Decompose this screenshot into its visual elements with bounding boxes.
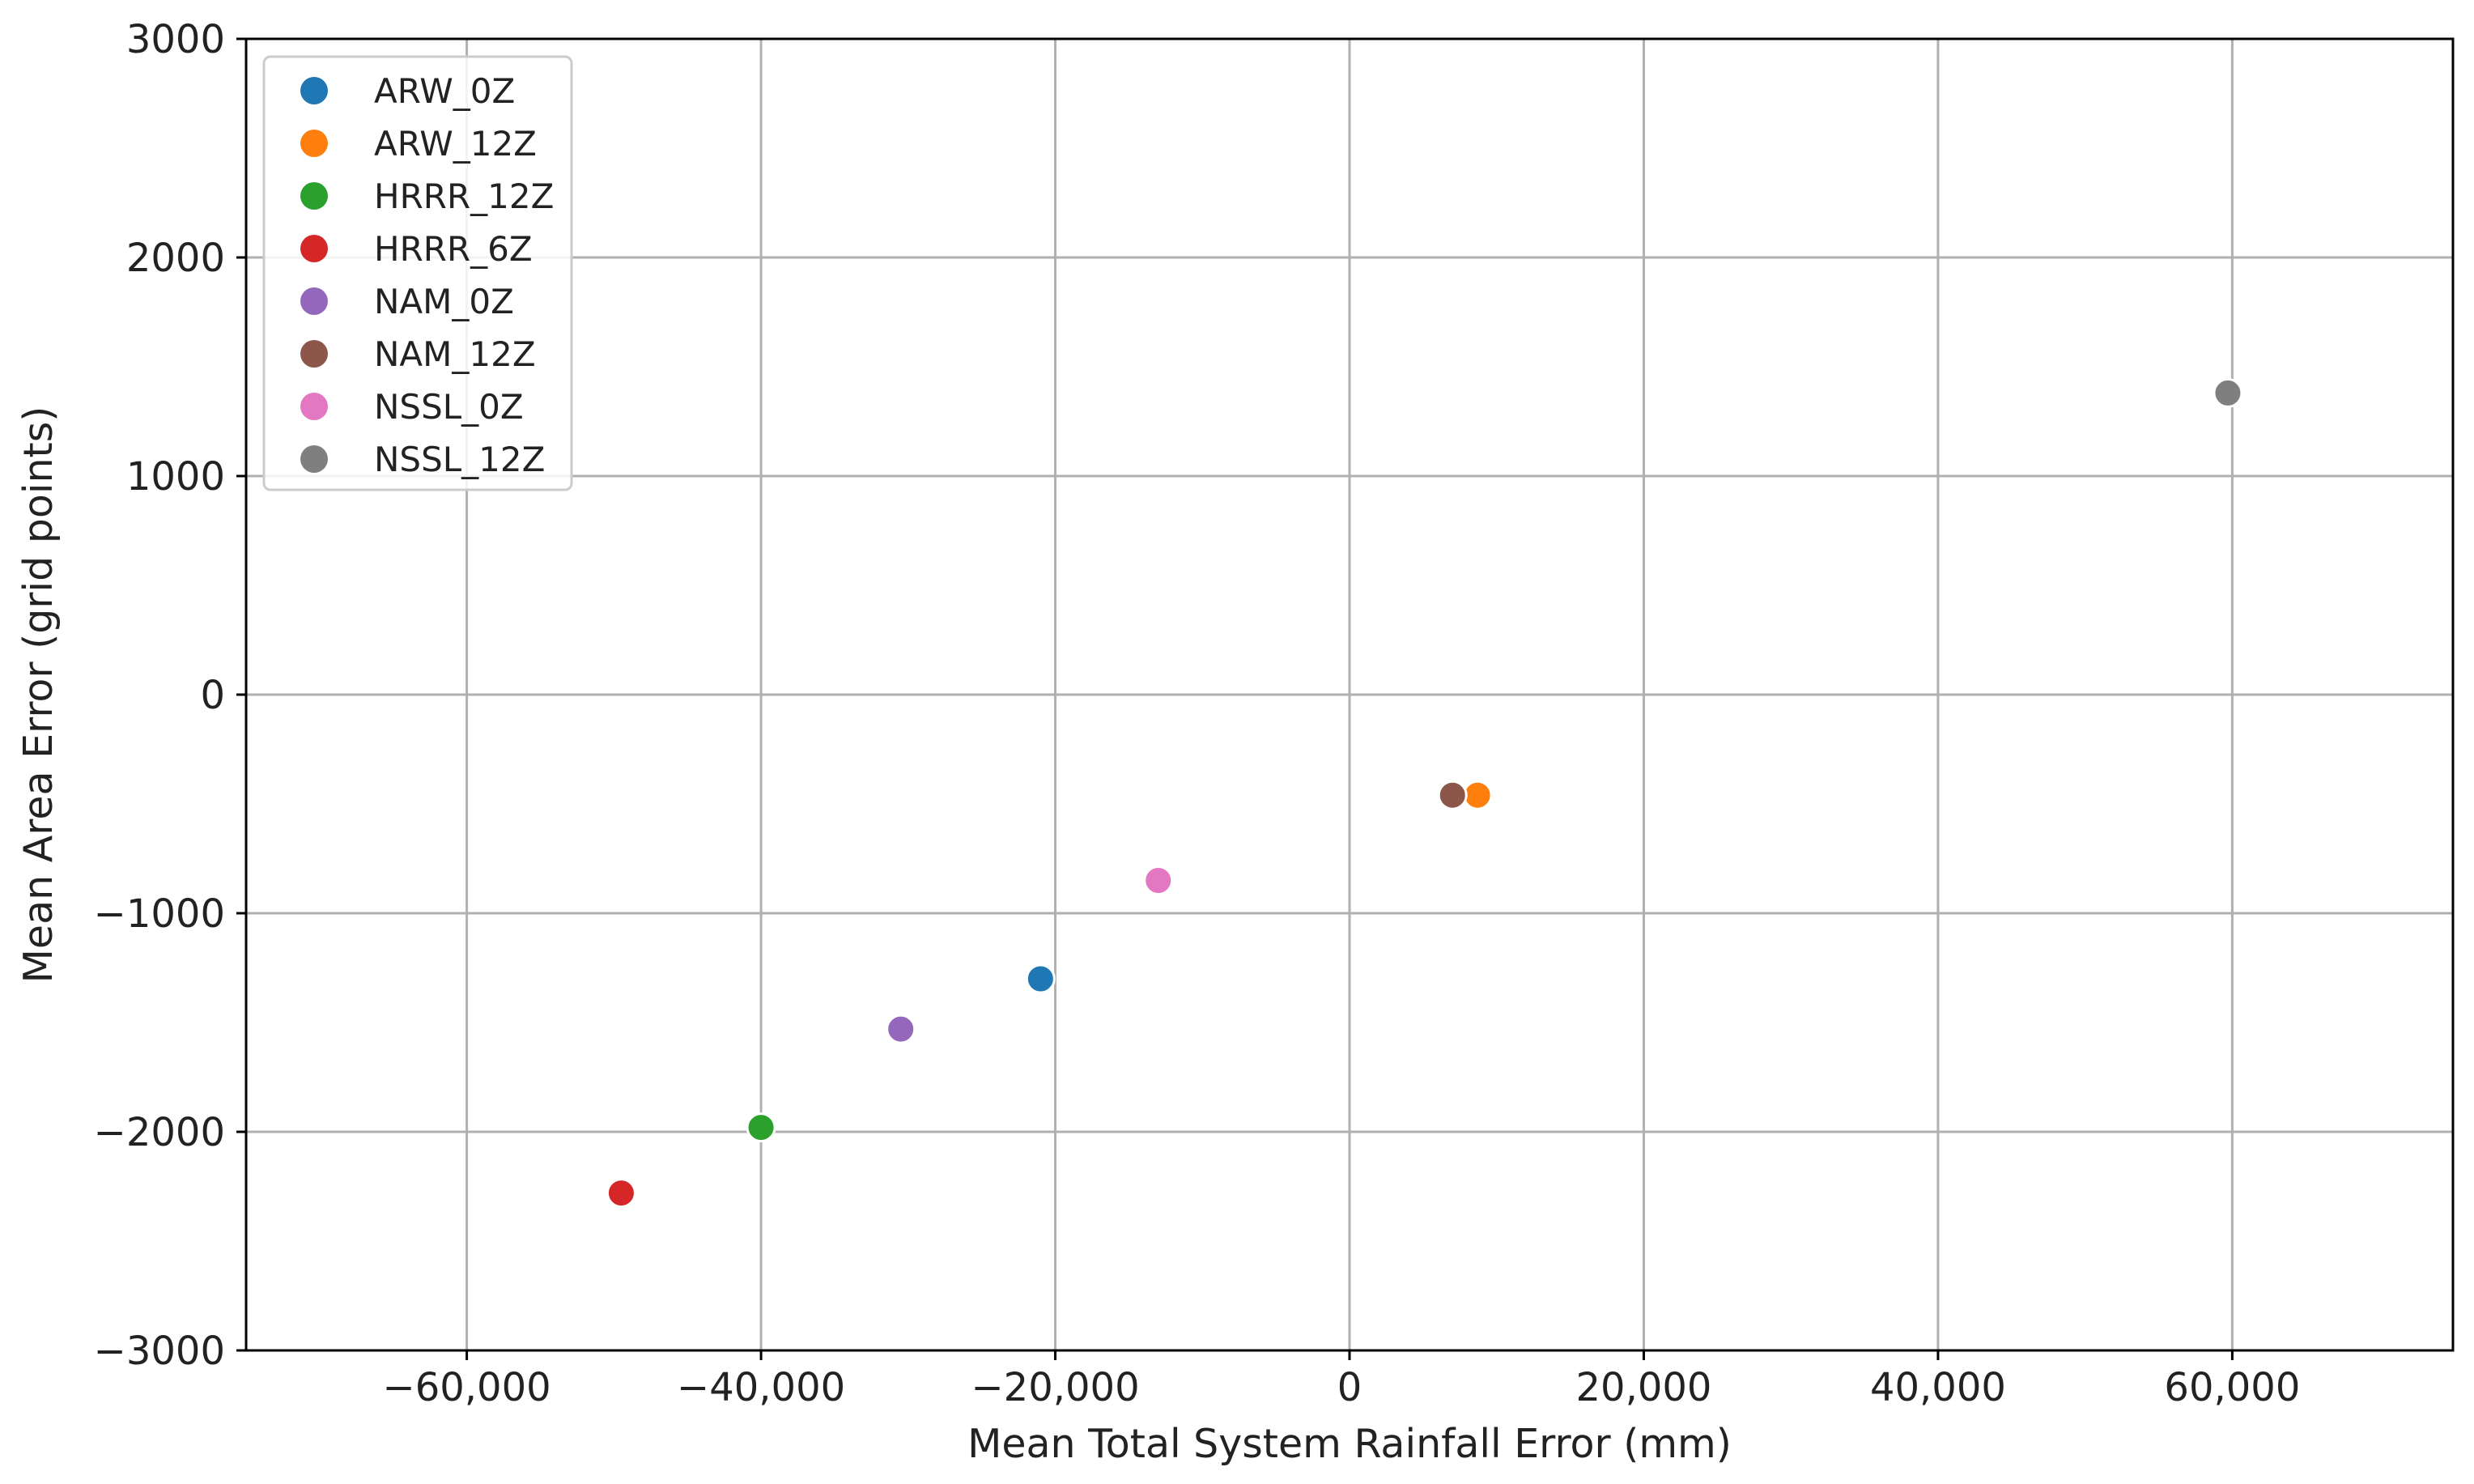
x-tick-label: 0 [1337,1365,1362,1410]
legend-label: ARW_12Z [374,124,537,164]
y-tick-label: −1000 [94,891,225,937]
x-tick-label: −40,000 [677,1365,845,1410]
legend-label: HRRR_6Z [374,229,533,269]
legend-label: NSSL_0Z [374,387,524,427]
data-point-nam-12z [1437,780,1468,810]
x-tick-label: 20,000 [1575,1365,1711,1410]
legend-label: ARW_0Z [374,71,515,111]
data-point-nam-0z [886,1014,916,1044]
legend-label: NAM_0Z [374,282,514,321]
data-point-hrrr-12z [746,1112,776,1143]
legend: ARW_0Z ARW_12Z HRRR_12Z HRRR_6Z NAM_0Z NAM_12… [262,55,573,491]
data-point-hrrr-6z [606,1178,636,1209]
legend-marker [300,235,328,262]
legend-marker [300,287,328,315]
legend-label: NSSL_12Z [374,440,545,479]
legend-marker [300,340,328,368]
legend-label: NAM_12Z [374,334,536,374]
x-tick-label: 40,000 [1870,1365,2006,1410]
data-points [606,377,2243,1209]
x-tick-label: −20,000 [971,1365,1139,1410]
y-tick-label: 2000 [126,236,225,281]
y-axis-title: Mean Area Error (grid points) [15,406,62,984]
axis-ticks: −60,000 −40,000 −20,000 0 20,000 40,000 60,000… [94,17,2301,1410]
y-tick-label: −3000 [94,1329,225,1374]
data-point-nssl-0z [1143,865,1174,895]
legend-marker [300,393,328,420]
x-tick-label: 60,000 [2164,1365,2300,1410]
data-point-arw-0z [1025,963,1056,994]
grid-lines [246,37,2453,1352]
y-tick-label: 1000 [126,454,225,500]
y-tick-label: 3000 [126,17,225,62]
x-tick-label: −60,000 [383,1365,551,1410]
y-tick-label: 0 [200,673,225,718]
legend-label: HRRR_12Z [374,176,554,216]
legend-marker [300,182,328,210]
legend-marker [300,77,328,104]
legend-box [262,55,573,491]
legend-marker [300,130,328,157]
legend-marker [300,445,328,473]
y-tick-label: −2000 [94,1110,225,1155]
data-point-nssl-12z [2213,377,2243,408]
x-axis-title: Mean Total System Rainfall Error (mm) [967,1421,1732,1467]
data-point-arw-12z [1462,780,1493,810]
